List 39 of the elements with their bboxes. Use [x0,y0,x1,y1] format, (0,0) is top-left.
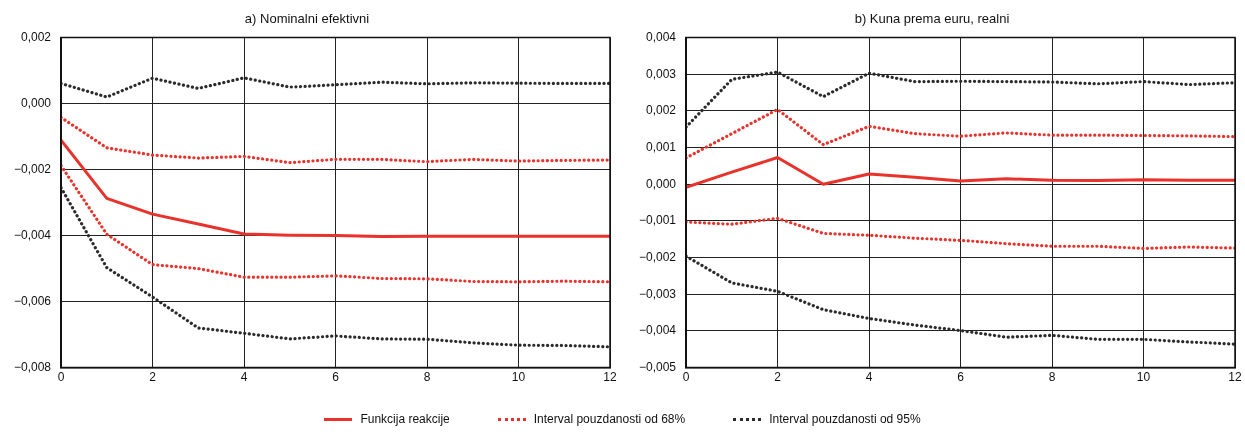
y-tick-label: 0,001 [646,139,677,154]
y-tick-label: 0,000 [21,95,52,110]
x-tick-label: 12 [1228,370,1242,385]
x-tick-label: 4 [240,370,248,385]
x-tick-label: 0 [57,370,65,385]
legend-label: Interval pouzdanosti od 95% [769,412,921,426]
y-tick-label: 0,004 [646,29,677,44]
chart-title: a) Nominalni efektivni [244,11,370,27]
x-tick-label: 8 [423,370,431,385]
x-tick-label: 4 [865,370,873,385]
y-tick-label: −0,005 [638,359,677,374]
line-series [686,216,1235,251]
x-tick-label: 2 [774,370,782,385]
x-tick-label: 12 [603,370,617,385]
chart-title: b) Kuna prema euru, realni [854,11,1010,27]
x-tick-label: 8 [1048,370,1056,385]
y-tick-label: 0,000 [646,176,677,191]
x-tick-label: 2 [149,370,157,385]
x-tick-label: 6 [332,370,340,385]
x-tick-label: 6 [957,370,965,385]
y-tick-label: 0,002 [21,29,52,44]
y-tick-label: −0,002 [13,161,52,176]
line-series [61,115,610,165]
y-tick-label: −0,004 [13,227,52,242]
y-tick-label: 0,002 [646,103,677,118]
y-tick-label: −0,004 [638,323,677,338]
y-tick-label: −0,006 [13,293,52,308]
y-tick-label: −0,002 [638,249,677,264]
x-tick-label: 10 [1136,370,1151,385]
x-tick-label: 10 [511,370,526,385]
y-tick-label: −0,008 [13,359,52,374]
y-tick-label: 0,003 [646,66,677,81]
x-tick-label: 0 [682,370,690,385]
y-tick-label: −0,001 [638,213,677,228]
y-tick-label: −0,003 [638,286,677,301]
line-series [61,164,610,284]
line-series [686,107,1235,160]
legend-label: Funkcija reakcije [360,412,450,426]
legend-label: Interval pouzdanosti od 68% [533,412,686,426]
